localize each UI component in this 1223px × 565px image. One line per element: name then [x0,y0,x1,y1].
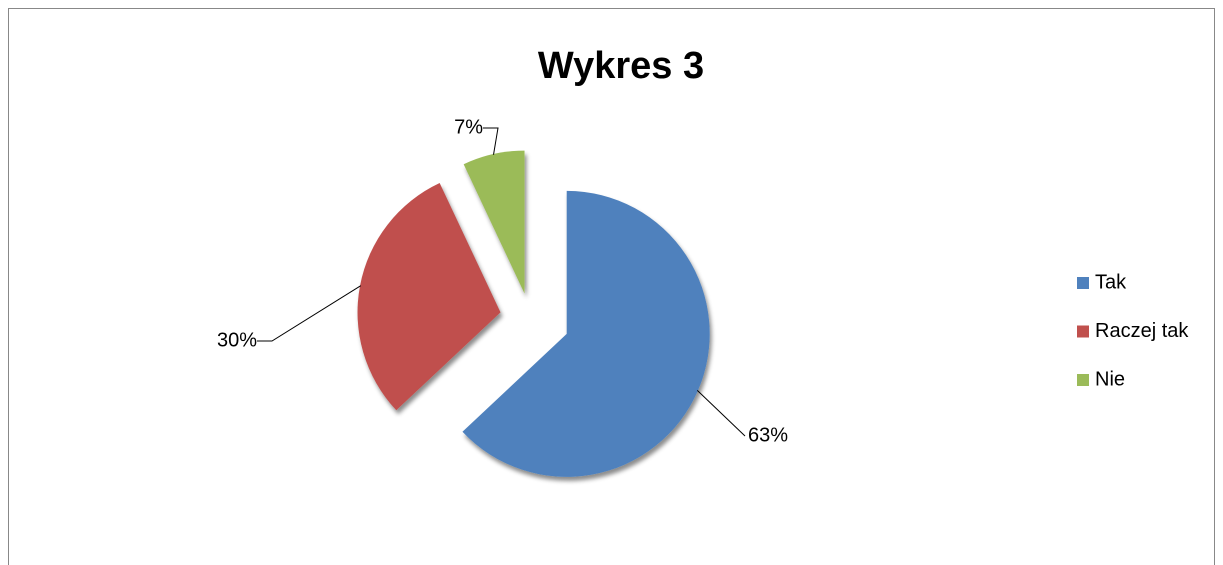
legend-swatch [1077,277,1089,289]
leader-line [257,285,362,342]
pie-slice [463,150,525,294]
data-label: 30% [217,329,257,351]
legend-label: Nie [1095,368,1125,390]
pie-slice [357,182,501,411]
data-label: 7% [454,116,483,138]
legend-swatch [1077,325,1089,338]
legend-label: Tak [1095,271,1127,293]
data-label: 63% [748,424,788,446]
legend-label: Raczej tak [1095,320,1189,342]
leader-line [483,127,499,155]
pie-slice [462,190,710,477]
chart-title: Wykres 3 [538,45,704,87]
leader-line [696,390,746,437]
legend-swatch [1077,374,1089,386]
